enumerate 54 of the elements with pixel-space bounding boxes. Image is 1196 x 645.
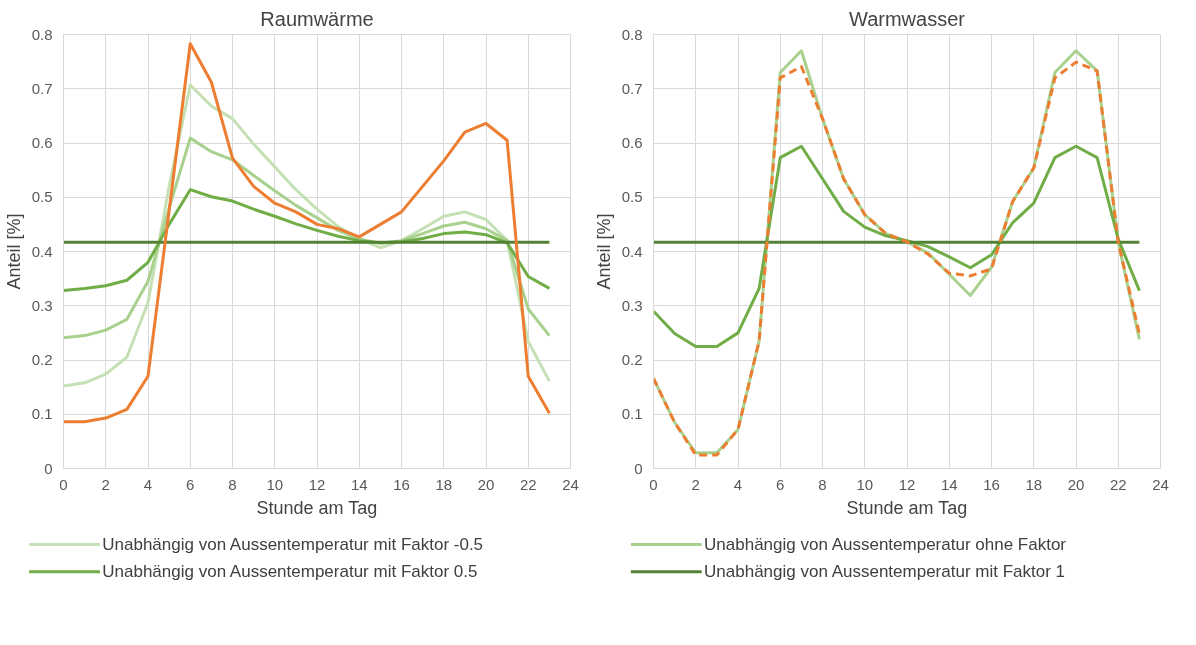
x-tick-label: 14 [940, 475, 958, 493]
x-tick-label: 20 [477, 475, 495, 493]
y-tick-label: 0.8 [621, 25, 643, 43]
x-tick-label: 2 [691, 475, 700, 493]
y-tick-label: 0.2 [31, 351, 53, 368]
y-axis-title: Anteil [%] [3, 213, 24, 290]
x-tick-label: 0 [59, 475, 68, 493]
x-tick-label: 10 [266, 475, 284, 493]
x-tick-label: 0 [649, 475, 658, 493]
y-tick-label: 0.3 [621, 296, 643, 314]
x-tick-label: 16 [393, 475, 410, 493]
x-tick-label: 16 [983, 475, 1000, 493]
x-tick-label: 18 [1025, 475, 1043, 493]
y-tick-label: 0.3 [31, 296, 53, 314]
y-tick-label: 0 [44, 459, 53, 477]
x-tick-label: 2 [101, 475, 110, 493]
y-tick-label: 0.6 [31, 134, 53, 151]
x-tick-label: 24 [1152, 475, 1169, 493]
y-tick-label: 0.7 [621, 79, 643, 97]
legend-label: Unabhängig von Aussentemperatur mit Faktor -0.5 [102, 534, 484, 554]
chart-title: Raumwärme [260, 7, 374, 30]
y-tick-label: 0.5 [621, 188, 643, 206]
y-tick-label: 0.1 [31, 405, 53, 423]
x-axis-title: Stunde am Tag [256, 497, 378, 518]
legend-label: Unabhängig von Aussentemperatur ohne Faktor [704, 534, 1067, 554]
y-tick-label: 0.5 [31, 188, 53, 206]
y-tick-label: 0.6 [621, 134, 643, 151]
x-tick-label: 8 [818, 475, 827, 493]
x-tick-label: 6 [776, 475, 785, 493]
x-tick-label: 24 [562, 475, 579, 493]
x-tick-label: 4 [733, 475, 743, 493]
y-tick-label: 0.8 [31, 25, 53, 43]
x-tick-label: 10 [856, 475, 874, 493]
x-tick-label: 8 [228, 475, 237, 493]
x-tick-label: 6 [186, 475, 195, 493]
x-tick-label: 18 [435, 475, 453, 493]
x-tick-label: 20 [1067, 475, 1085, 493]
x-tick-label: 22 [1109, 475, 1127, 493]
x-tick-label: 22 [519, 475, 537, 493]
legend-label: Unabhängig von Aussentemperatur mit Faktor 0.5 [102, 562, 478, 582]
y-tick-label: 0.4 [621, 242, 643, 260]
y-tick-label: 0.2 [621, 351, 643, 368]
y-axis-title: Anteil [%] [593, 213, 614, 290]
chart-title: Warmwasser [849, 7, 966, 30]
legend-label: Unabhängig von Aussentemperatur mit Faktor 1 [704, 562, 1066, 582]
x-tick-label: 14 [350, 475, 368, 493]
x-tick-label: 12 [898, 475, 916, 493]
y-tick-label: 0.1 [621, 405, 643, 423]
x-axis-title: Stunde am Tag [846, 497, 968, 518]
y-tick-label: 0 [634, 459, 643, 477]
y-tick-label: 0.4 [31, 242, 53, 260]
y-tick-label: 0.7 [31, 79, 53, 97]
x-tick-label: 4 [143, 475, 153, 493]
x-tick-label: 12 [308, 475, 326, 493]
